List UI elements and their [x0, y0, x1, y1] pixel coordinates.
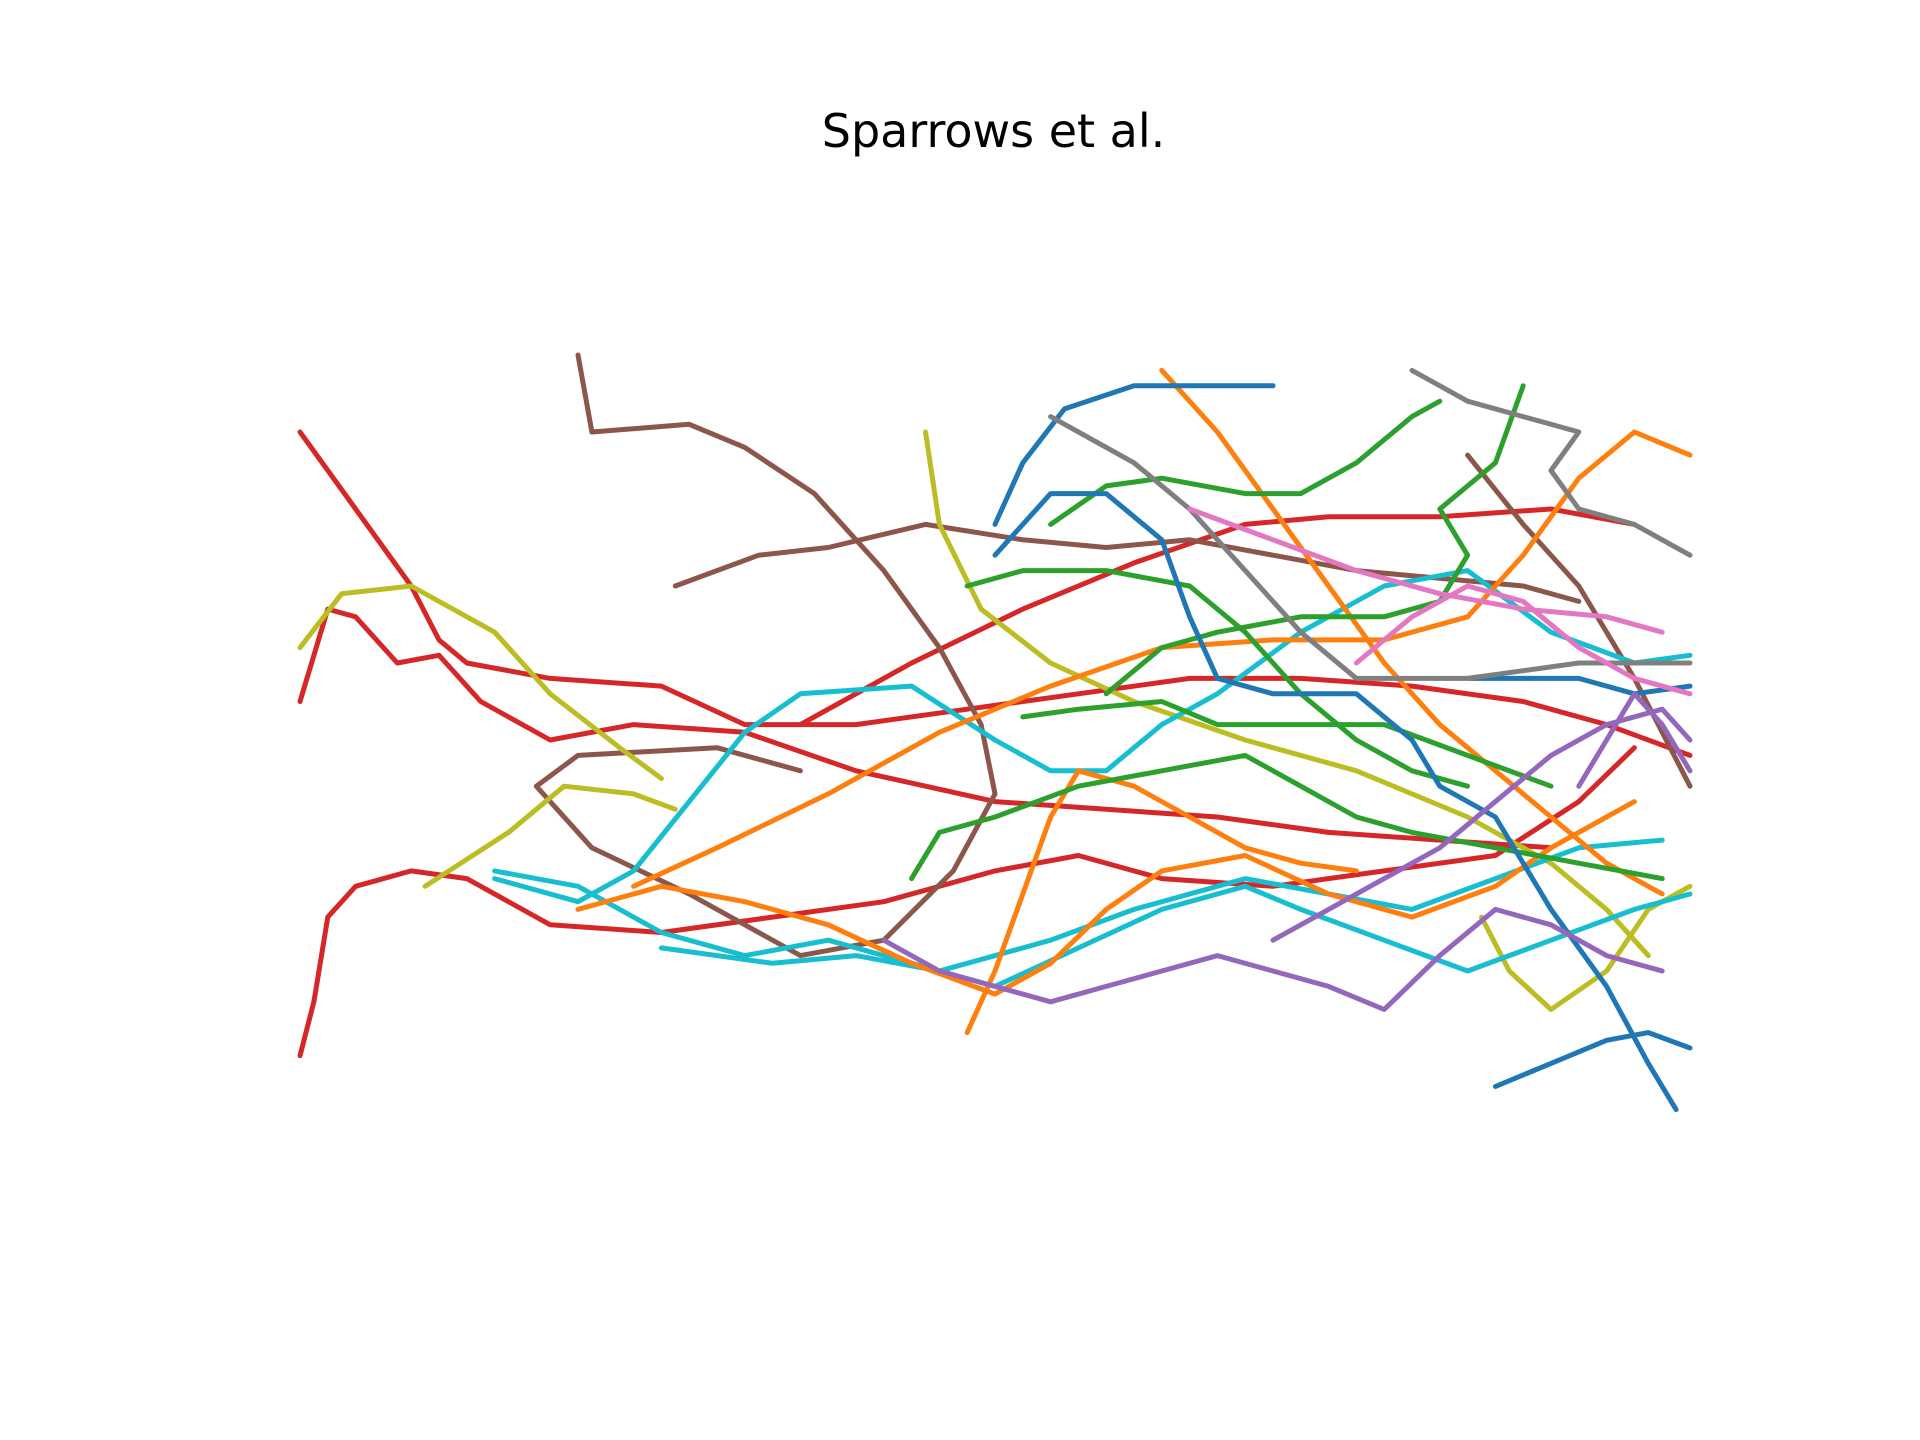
series-layer	[297, 352, 1693, 1113]
trajectory-line-9	[422, 783, 678, 889]
trajectory-line-22	[1048, 398, 1443, 527]
trajectory-line-25	[992, 491, 1679, 1113]
trajectory-line-2	[297, 606, 1554, 851]
trajectory-line-15	[631, 429, 1693, 889]
trajectory-line-6	[672, 521, 1582, 604]
trajectory-line-18	[964, 768, 1359, 1036]
trajectory-line-27	[1465, 675, 1693, 697]
trajectory-line-24	[992, 383, 1276, 527]
trajectory-line-21	[1020, 699, 1554, 789]
trajectory-line-1	[297, 429, 1693, 758]
trajectory-line-12	[492, 868, 1693, 989]
trajectory-line-16	[1159, 367, 1665, 897]
trajectory-line-32	[881, 906, 1665, 1012]
trajectory-line-31	[1353, 583, 1693, 697]
trajectory-line-10	[923, 429, 1651, 959]
trajectory-line-17	[575, 799, 1637, 997]
trajectory-line-19	[964, 568, 1471, 789]
trajectory-line-20	[909, 752, 1665, 882]
trajectory-line-28	[1048, 414, 1693, 681]
trajectory-line-26	[1492, 1030, 1693, 1089]
trajectory-line-14	[658, 837, 1665, 974]
chart-title: Sparrows et al.	[821, 104, 1166, 158]
trajectory-line-8	[297, 583, 664, 781]
trajectory-line-29	[1409, 367, 1693, 558]
trajectory-line-23	[1103, 383, 1526, 697]
trajectory-line-30	[1187, 506, 1665, 635]
trajectory-line-34	[1576, 691, 1693, 789]
trajectory-line-5	[533, 352, 998, 959]
trajectory-line-33	[1270, 706, 1693, 943]
